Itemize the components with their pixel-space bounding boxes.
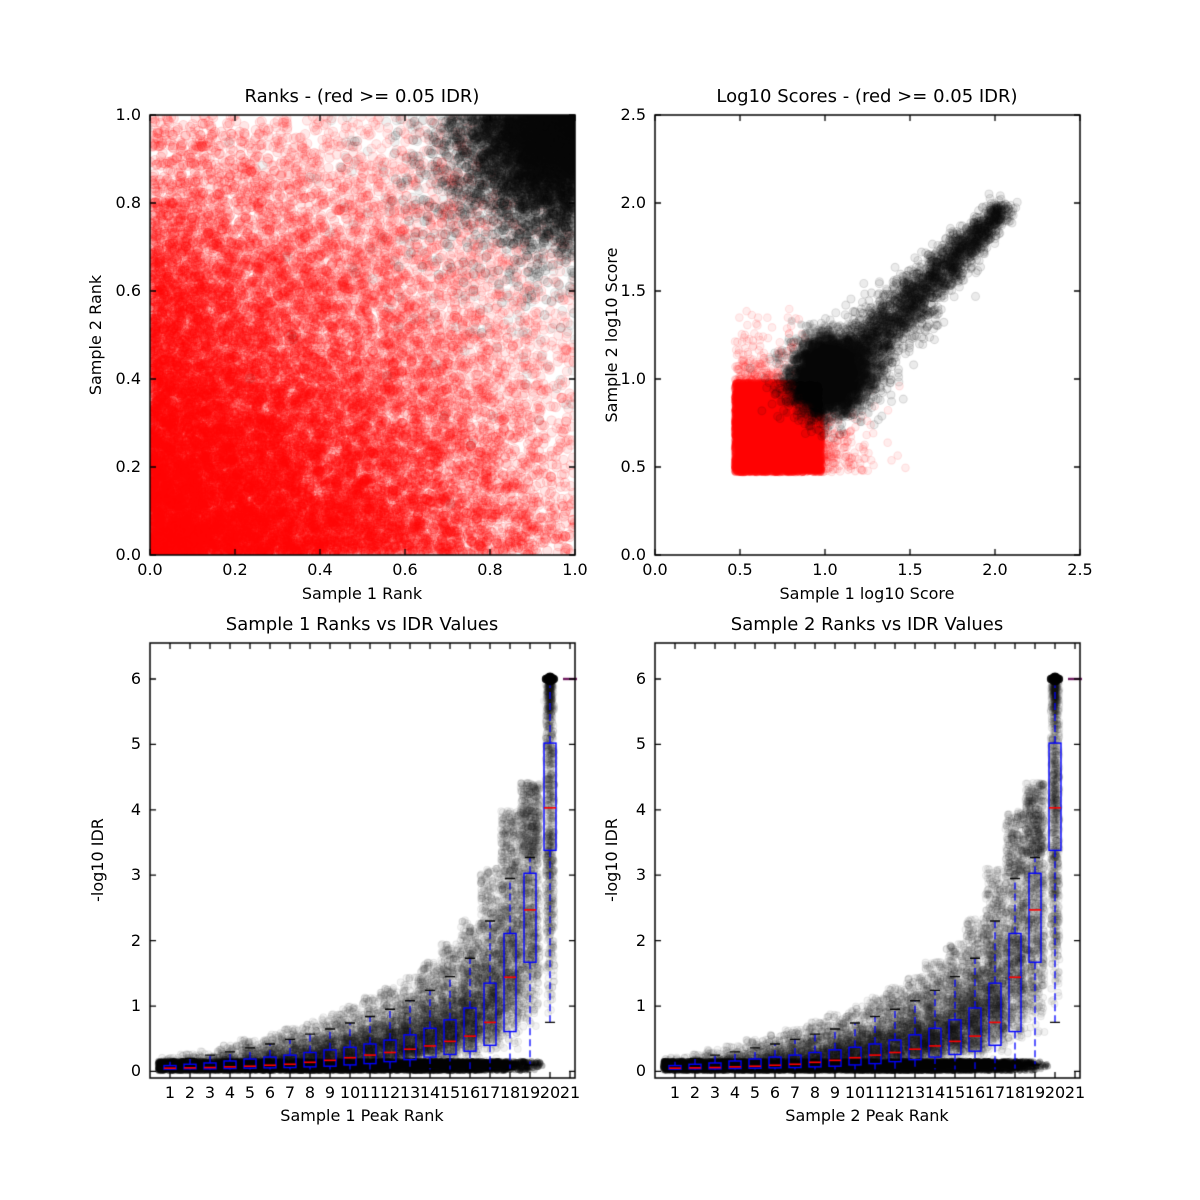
y-tick-label: 0.0 <box>620 545 646 564</box>
x-tick-label: 18 <box>499 1083 521 1102</box>
x-tick-label: 21 <box>1064 1083 1086 1102</box>
panel4-ylabel: -log10 IDR <box>602 818 621 902</box>
panel3-xlabel: Sample 1 Peak Rank <box>280 1106 444 1125</box>
panel2-xlabel: Sample 1 log10 Score <box>779 584 955 603</box>
x-tick-label: 4 <box>224 1083 236 1102</box>
y-tick-label: 0.2 <box>115 457 141 476</box>
x-tick-label: 11 <box>864 1083 886 1102</box>
y-tick-label: 0.4 <box>115 369 141 388</box>
y-tick-label: 1.5 <box>620 281 646 300</box>
x-tick-label: 6 <box>264 1083 276 1102</box>
x-tick-label: 17 <box>479 1083 501 1102</box>
x-tick-label: 8 <box>304 1083 316 1102</box>
x-tick-label: 5 <box>244 1083 256 1102</box>
x-tick-label: 11 <box>359 1083 381 1102</box>
y-tick-label: 2 <box>635 930 646 950</box>
y-tick-label: 3 <box>130 865 141 885</box>
y-tick-label: 2.0 <box>620 193 646 212</box>
x-tick-label: 3 <box>204 1083 216 1102</box>
panel3-ylabel: -log10 IDR <box>88 818 107 902</box>
x-tick-label: 0.0 <box>642 560 668 579</box>
y-tick-label: 0.5 <box>620 457 646 476</box>
x-tick-label: 2 <box>184 1083 196 1102</box>
panel2-ylabel: Sample 2 log10 Score <box>602 247 621 423</box>
x-tick-label: 15 <box>944 1083 966 1102</box>
x-tick-label: 1.0 <box>812 560 838 579</box>
x-tick-label: 15 <box>439 1083 461 1102</box>
x-tick-label: 1 <box>669 1083 681 1102</box>
panel4-title: Sample 2 Ranks vs IDR Values <box>730 614 1004 635</box>
y-tick-label: 1.0 <box>115 105 141 124</box>
x-tick-label: 13 <box>904 1083 926 1102</box>
x-tick-label: 21 <box>559 1083 581 1102</box>
x-tick-label: 18 <box>1004 1083 1026 1102</box>
y-tick-label: 2 <box>130 930 141 950</box>
x-tick-label: 16 <box>964 1083 986 1102</box>
x-tick-label: 14 <box>924 1083 946 1102</box>
y-tick-label: 6 <box>635 668 646 688</box>
x-tick-label: 0.5 <box>727 560 753 579</box>
panel3-title: Sample 1 Ranks vs IDR Values <box>225 614 499 635</box>
x-tick-label: 9 <box>829 1083 841 1102</box>
y-tick-label: 3 <box>635 865 646 885</box>
y-tick-label: 2.5 <box>620 105 646 124</box>
x-tick-label: 13 <box>399 1083 421 1102</box>
x-tick-label: 1.0 <box>562 560 588 579</box>
x-tick-label: 2.0 <box>982 560 1008 579</box>
panel2-title: Log10 Scores - (red >= 0.05 IDR) <box>716 86 1018 107</box>
y-tick-label: 0.0 <box>115 545 141 564</box>
x-tick-label: 3 <box>709 1083 721 1102</box>
x-tick-label: 14 <box>419 1083 441 1102</box>
y-tick-label: 4 <box>130 799 141 819</box>
y-tick-label: 6 <box>130 668 141 688</box>
x-tick-label: 10 <box>339 1083 361 1102</box>
y-tick-label: 1 <box>130 996 141 1016</box>
x-tick-label: 7 <box>284 1083 296 1102</box>
y-tick-label: 0 <box>635 1061 646 1081</box>
x-tick-label: 1.5 <box>897 560 923 579</box>
x-tick-label: 20 <box>539 1083 561 1102</box>
panel1-title: Ranks - (red >= 0.05 IDR) <box>244 86 480 107</box>
y-tick-label: 0 <box>130 1061 141 1081</box>
y-tick-label: 4 <box>635 799 646 819</box>
x-tick-label: 6 <box>769 1083 781 1102</box>
x-tick-label: 0.8 <box>477 560 503 579</box>
x-tick-label: 19 <box>1024 1083 1046 1102</box>
x-tick-label: 0.4 <box>307 560 333 579</box>
x-tick-label: 0.2 <box>222 560 248 579</box>
x-tick-label: 12 <box>379 1083 401 1102</box>
x-tick-label: 17 <box>984 1083 1006 1102</box>
x-tick-label: 4 <box>729 1083 741 1102</box>
x-tick-label: 2 <box>689 1083 701 1102</box>
y-tick-label: 0.8 <box>115 193 141 212</box>
x-tick-label: 19 <box>519 1083 541 1102</box>
y-tick-label: 1 <box>635 996 646 1016</box>
x-tick-label: 20 <box>1044 1083 1066 1102</box>
y-tick-label: 5 <box>130 734 141 754</box>
x-tick-label: 7 <box>789 1083 801 1102</box>
y-tick-label: 5 <box>635 734 646 754</box>
x-tick-label: 16 <box>459 1083 481 1102</box>
panel4-xlabel: Sample 2 Peak Rank <box>785 1106 949 1125</box>
x-tick-label: 0.0 <box>137 560 163 579</box>
x-tick-label: 1 <box>164 1083 176 1102</box>
x-tick-label: 0.6 <box>392 560 418 579</box>
x-tick-label: 2.5 <box>1067 560 1093 579</box>
panel1-xlabel: Sample 1 Rank <box>301 584 423 603</box>
x-tick-label: 10 <box>844 1083 866 1102</box>
y-tick-label: 1.0 <box>620 369 646 388</box>
x-tick-label: 12 <box>884 1083 906 1102</box>
y-tick-label: 0.6 <box>115 281 141 300</box>
x-tick-label: 8 <box>809 1083 821 1102</box>
x-tick-label: 9 <box>324 1083 336 1102</box>
x-tick-label: 5 <box>749 1083 761 1102</box>
